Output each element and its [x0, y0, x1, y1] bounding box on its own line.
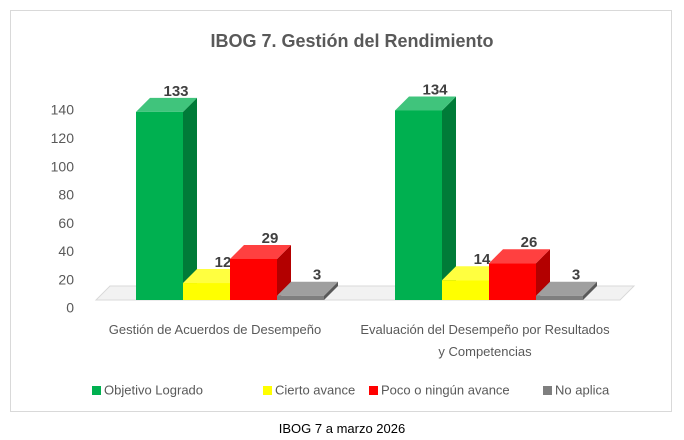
bar-top: [277, 281, 338, 296]
bar: [277, 295, 324, 300]
x-tick-label: Gestión de Acuerdos de Desempeño: [108, 322, 322, 337]
x-tick-label: Evaluación del Desempeño por Resultados …: [360, 322, 610, 359]
y-tick-label: 20: [58, 271, 74, 287]
bar-top: [230, 244, 291, 259]
legend-label: No aplica: [555, 382, 610, 397]
legend-swatch: [543, 386, 552, 395]
bar-side: [324, 281, 338, 300]
legend-label: Objetivo Logrado: [104, 382, 203, 397]
bar-side: [583, 281, 597, 300]
bar-top: [442, 266, 503, 281]
bar: [442, 280, 489, 300]
y-tick-label: 80: [58, 187, 74, 203]
y-tick-label: 120: [51, 130, 75, 146]
bar-side: [183, 97, 197, 301]
bar-side: [442, 96, 456, 300]
bar-top: [536, 281, 597, 296]
y-tick-label: 40: [58, 243, 74, 259]
bar: [230, 258, 277, 300]
y-tick-label: 60: [58, 215, 74, 231]
bar: [489, 263, 536, 300]
bar: [183, 283, 230, 300]
bar-top: [136, 97, 197, 112]
data-label: 26: [521, 234, 538, 251]
legend-swatch: [263, 386, 272, 395]
data-label: 3: [572, 267, 580, 284]
data-label: 3: [313, 267, 321, 284]
data-label: 29: [262, 230, 279, 247]
bar: [136, 111, 183, 301]
data-label: 12: [215, 254, 232, 271]
y-tick-label: 100: [51, 158, 75, 174]
bar-top: [489, 249, 550, 264]
data-label: 134: [422, 81, 448, 98]
y-tick-label: 140: [51, 102, 75, 118]
bar-top: [183, 269, 244, 284]
legend-label: Cierto avance: [275, 382, 355, 397]
legend-label: Poco o ningún avance: [381, 382, 510, 397]
y-tick-label: 0: [66, 300, 74, 316]
bar: [536, 295, 583, 300]
data-label: 133: [163, 83, 188, 100]
caption: IBOG 7 a marzo 2026: [278, 421, 406, 436]
legend-swatch: [369, 386, 378, 395]
bar: [395, 110, 442, 300]
chart-frame: [10, 10, 672, 412]
chart-title: IBOG 7. Gestión del Rendimiento: [210, 31, 493, 51]
data-label: 14: [474, 251, 491, 268]
legend-swatch: [92, 386, 101, 395]
bar-top: [395, 96, 456, 111]
